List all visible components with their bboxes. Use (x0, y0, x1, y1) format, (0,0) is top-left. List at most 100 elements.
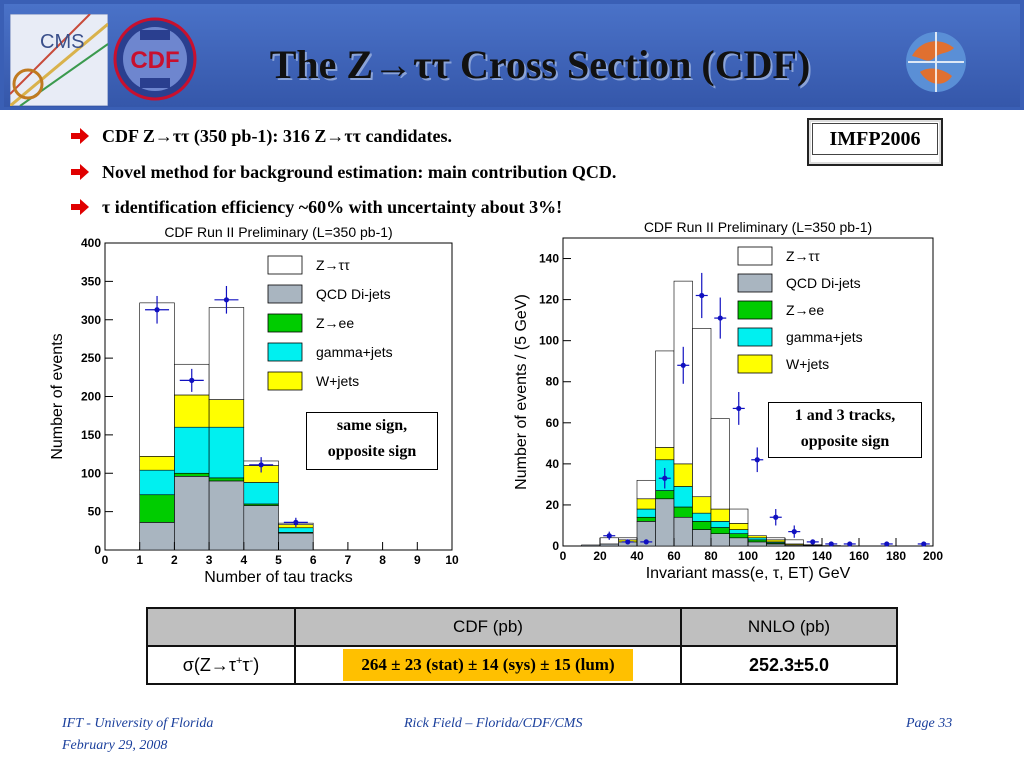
x-tick-label: 160 (849, 549, 869, 563)
chart-annotation-right: 1 and 3 tracks, opposite sign (768, 402, 922, 458)
histogram-bar (174, 472, 210, 477)
arrow-bullet-icon (71, 128, 89, 144)
y-axis-label: Number of events (49, 333, 66, 459)
histogram-bar (692, 529, 712, 547)
x-tick-label: 180 (886, 549, 906, 563)
x-tick-label: 2 (171, 553, 178, 567)
cms-logo-text: CMS (40, 31, 84, 53)
histogram-bar (139, 456, 175, 471)
histogram-bar (636, 479, 656, 500)
data-point (699, 292, 705, 299)
legend-label: gamma+jets (316, 344, 393, 360)
footer-page-number: Page 33 (906, 716, 953, 731)
globe-icon (902, 28, 970, 96)
data-point (293, 519, 299, 525)
table-header-empty (146, 607, 296, 647)
data-point (662, 475, 668, 481)
page-title: The Z→ττ Cross Section (CDF) (269, 42, 811, 87)
data-point (154, 307, 160, 313)
chart-annotation-left: same sign, opposite sign (306, 412, 438, 470)
x-axis-label: Number of tau tracks (204, 569, 353, 586)
histogram-bar (636, 508, 656, 518)
x-tick-label: 80 (704, 549, 718, 563)
table-row-label: σ(Z→τ+τ-) (146, 645, 296, 685)
legend-swatch (267, 342, 303, 362)
data-point (223, 297, 230, 303)
histogram-bar (655, 350, 675, 448)
histogram-bar (655, 447, 675, 461)
annotation-line: opposite sign (327, 443, 417, 460)
histogram-bar (747, 537, 767, 541)
y-tick-label: 50 (88, 505, 102, 519)
footer-date: February 29, 2008 (62, 738, 168, 753)
histogram-bar (139, 522, 175, 551)
histogram-bar (139, 469, 175, 496)
legend-swatch (267, 313, 303, 333)
bullet-text: τ identification efficiency ~60% with un… (102, 197, 563, 217)
y-tick-label: 250 (81, 351, 101, 365)
cdf-logo: CDF (112, 16, 198, 102)
legend-swatch (737, 300, 773, 320)
histogram-bar (747, 541, 767, 547)
arrow-bullet-icon (71, 164, 89, 180)
y-tick-label: 0 (94, 543, 101, 557)
data-point (680, 362, 686, 368)
legend-label: W+jets (786, 356, 829, 372)
legend-label: Z→ττ (786, 248, 820, 264)
x-tick-label: 0 (102, 553, 109, 567)
histogram-bar (729, 533, 749, 539)
histogram-bar (208, 480, 245, 551)
data-point (810, 539, 816, 545)
legend-swatch (737, 354, 773, 374)
y-tick-label: 200 (81, 390, 101, 404)
histogram-bar (636, 516, 656, 522)
histogram-bar (208, 477, 245, 482)
table-header-cdf: CDF (pb) (294, 607, 682, 647)
histogram-bar (692, 328, 712, 498)
table-cell-cdf: 264 ± 23 (stat) ± 14 (sys) ± 15 (lum) (294, 645, 682, 685)
histogram-bar (784, 539, 804, 545)
cdf-value: 264 ± 23 (stat) ± 14 (sys) ± 15 (lum) (343, 649, 633, 681)
histogram-bar (673, 463, 693, 487)
histogram-bar (692, 496, 712, 514)
histogram-bar (243, 482, 279, 505)
histogram-bar (139, 494, 175, 523)
conference-badge-text: IMFP2006 (812, 123, 938, 155)
x-axis-label: Invariant mass(e, τ, ET) GeV (646, 565, 851, 582)
y-axis-label: Number of events / (5 GeV) (513, 294, 530, 490)
histogram-bar (729, 537, 749, 547)
histogram-bar (729, 508, 749, 524)
x-tick-label: 40 (630, 549, 644, 563)
histogram-bar (673, 486, 693, 508)
histogram-bar (692, 512, 712, 522)
data-point (754, 457, 760, 463)
y-tick-label: 140 (539, 252, 559, 266)
legend-swatch (737, 246, 773, 266)
legend-label: W+jets (316, 373, 359, 389)
histogram-bar (208, 426, 245, 479)
data-point (189, 377, 195, 383)
histogram-bar (673, 506, 693, 518)
histogram-bar (208, 307, 245, 400)
histogram-bar (139, 302, 175, 457)
x-tick-label: 1 (136, 553, 143, 567)
histogram-bar (803, 544, 823, 546)
histogram-bar (174, 394, 210, 428)
histogram-bar (243, 505, 279, 551)
x-tick-label: 120 (775, 549, 795, 563)
data-point (625, 539, 631, 545)
annotation-line: 1 and 3 tracks, (794, 407, 896, 424)
histogram-bar (673, 516, 693, 547)
histogram-bar (710, 533, 730, 547)
tau-tracks-histogram: 0 50 100 150 200 250 300 350 400 0 1 2 3 4 5 6 7 8 9 10 CDF … (49, 224, 459, 586)
sigma-label: σ(Z→τ+τ-) (182, 654, 260, 675)
table-row: σ(Z→τ+τ-) 264 ± 23 (stat) ± 14 (sys) ± 1… (146, 645, 898, 685)
cdf-logo-text: CDF (130, 47, 179, 74)
histogram-bar (710, 418, 730, 510)
data-point (736, 405, 742, 412)
histogram-bar (766, 537, 786, 541)
histogram-bar (747, 535, 767, 539)
x-tick-label: 0 (560, 549, 567, 563)
chart-title: CDF Run II Preliminary (L=350 pb-1) (644, 219, 872, 235)
y-tick-label: 20 (546, 498, 560, 512)
